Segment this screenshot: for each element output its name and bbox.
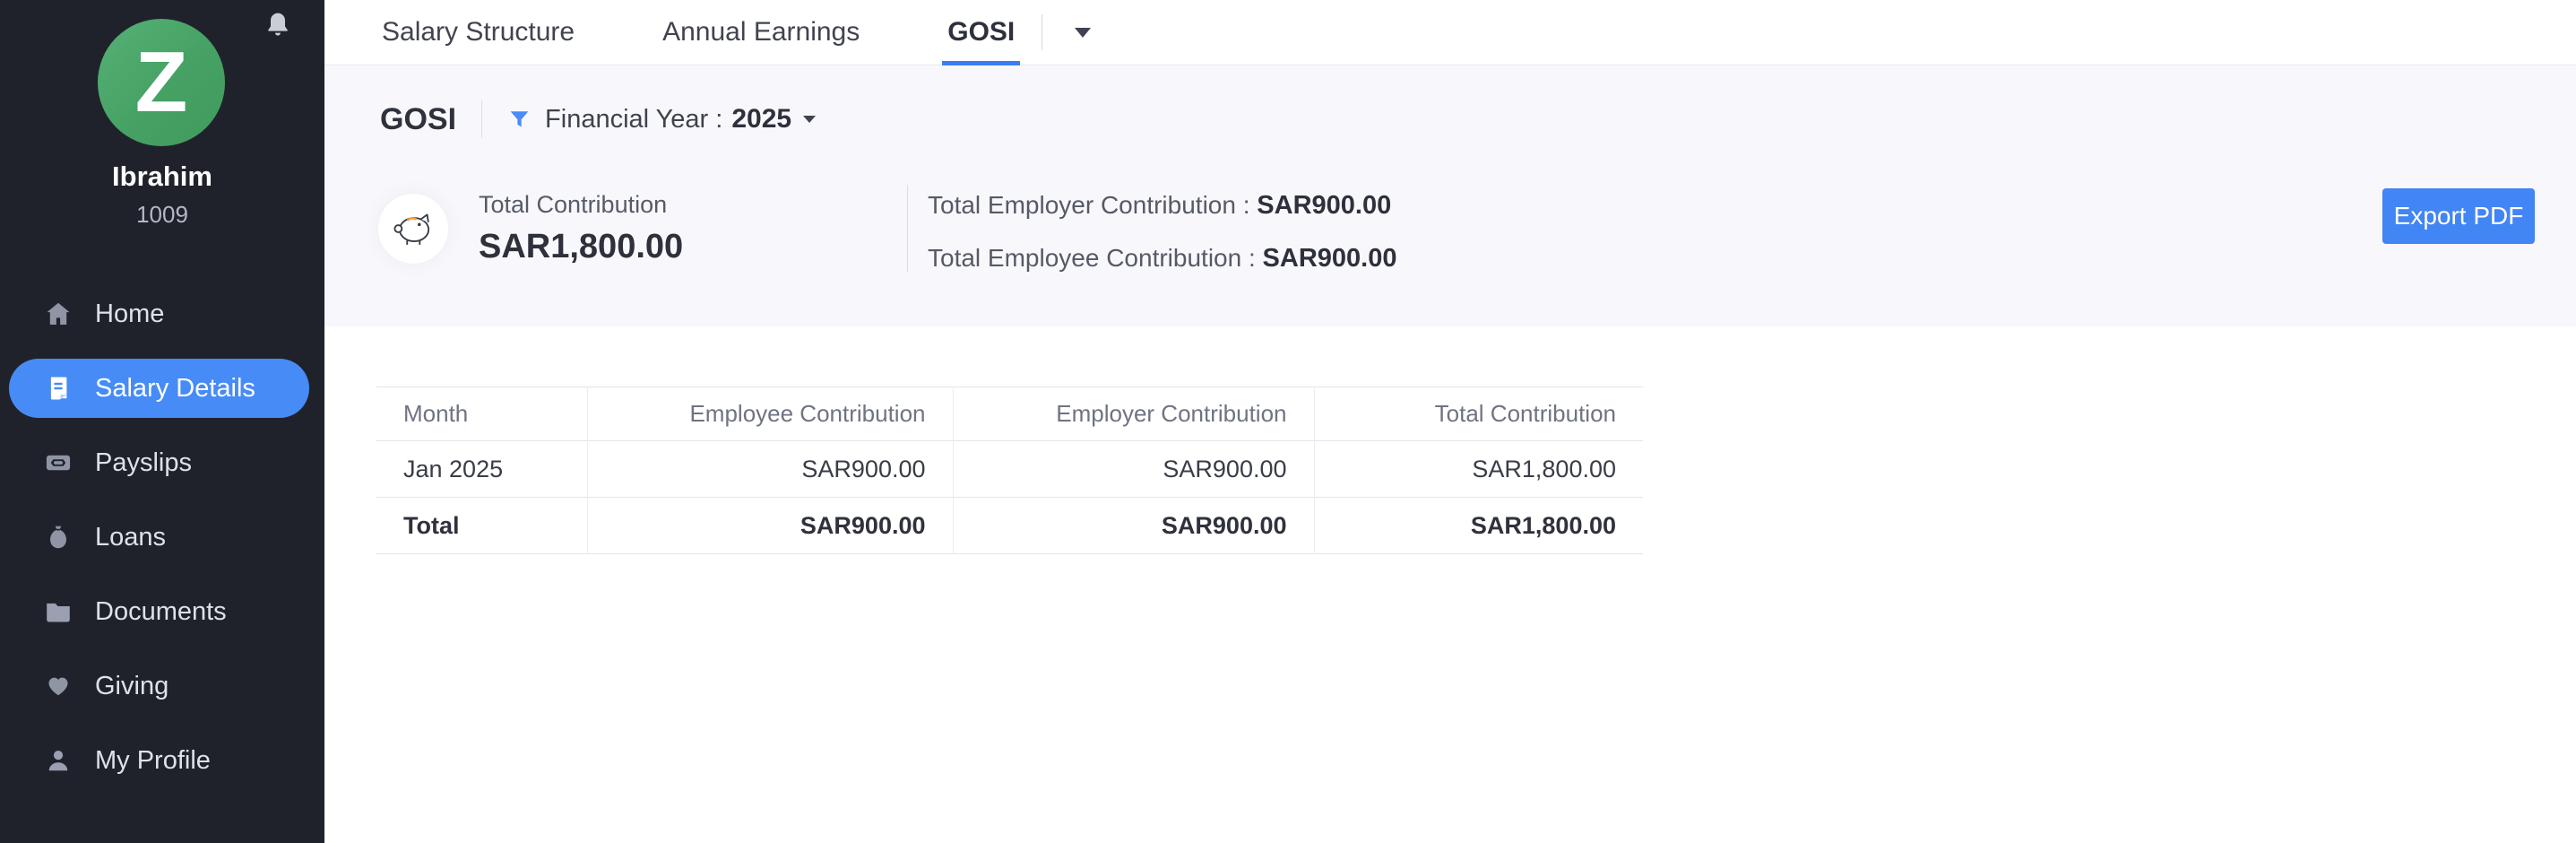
employer-contribution-cell: SAR900.00 [953,440,1315,498]
contribution-breakdown: Total Employer Contribution : SAR900.00 … [928,191,1396,274]
giving-heart-icon [43,671,73,701]
home-icon [43,299,73,329]
month-cell: Jan 2025 [376,440,588,498]
my-profile-person-icon [43,745,73,776]
sidebar-item-loans[interactable]: Loans [9,508,309,567]
filter-label: Financial Year : [545,104,723,134]
employee-contribution-total-cell: SAR900.00 [587,497,954,554]
employee-contribution-line: Total Employee Contribution : SAR900.00 [928,244,1396,274]
active-tab-underline [942,61,1021,65]
sidebar-item-giving[interactable]: Giving [9,656,309,716]
notifications-bell-icon[interactable] [264,11,292,39]
tab-label: GOSI [947,17,1016,47]
employee-id: 1009 [136,201,188,228]
tab-bar: Salary Structure Annual Earnings GOSI [324,0,2576,65]
table-row: Jan 2025 SAR900.00 SAR900.00 SAR1,800.00 [376,440,1643,498]
export-pdf-button[interactable]: Export PDF [2382,188,2535,244]
sidebar-item-label: Payslips [95,448,192,477]
sidebar-item-label: My Profile [95,745,211,775]
gosi-contributions-table: Month Employee Contribution Employer Con… [376,387,1643,554]
filter-funnel-icon [507,108,532,132]
loans-icon [43,522,73,552]
column-header-total-contribution: Total Contribution [1434,400,1616,427]
main-content: Salary Structure Annual Earnings GOSI GO… [324,0,2576,843]
documents-folder-icon [43,596,73,627]
sidebar-item-home[interactable]: Home [9,284,309,343]
sidebar-item-label: Home [95,299,165,328]
tab-label: Salary Structure [382,17,575,47]
summary-divider [907,185,908,272]
sidebar-item-label: Salary Details [95,373,255,403]
table-total-row: Total SAR900.00 SAR900.00 SAR1,800.00 [376,497,1643,554]
avatar-letter: Z [134,34,188,130]
total-contribution-total-cell: SAR1,800.00 [1470,511,1616,539]
sidebar-item-label: Documents [95,596,227,626]
avatar[interactable]: Z [98,19,225,146]
salary-details-icon [43,373,73,404]
total-contribution-label: Total Contribution [479,191,668,218]
sidebar-item-documents[interactable]: Documents [9,582,309,641]
column-header-employer-contribution: Employer Contribution [953,387,1315,441]
total-contribution-card: Total Contribution SAR1,800.00 [378,191,683,266]
total-label-cell: Total [376,497,588,554]
employer-contribution-line: Total Employer Contribution : SAR900.00 [928,191,1396,221]
piggy-bank-icon [378,194,448,264]
page-title: GOSI [380,101,457,136]
tab-gosi[interactable]: GOSI [942,0,1021,65]
sidebar-item-label: Loans [95,522,167,552]
sidebar: Z Ibrahim 1009 Home Sal [0,0,324,843]
sidebar-item-my-profile[interactable]: My Profile [9,731,309,790]
column-header-employee-contribution: Employee Contribution [587,387,954,441]
filter-value: 2025 [731,104,792,134]
sidebar-item-payslips[interactable]: Payslips [9,433,309,492]
employer-contribution-label: Total Employer Contribution : [928,191,1258,219]
user-name: Ibrahim [112,161,212,192]
total-contribution-cell: SAR1,800.00 [1472,455,1616,482]
sidebar-nav: Home Salary Details [0,284,324,805]
tab-salary-structure[interactable]: Salary Structure [376,0,580,65]
tab-label: Annual Earnings [662,17,860,47]
chevron-down-icon [1075,27,1092,38]
page-head: GOSI Financial Year : 2025 [380,94,817,144]
financial-year-filter[interactable]: Financial Year : 2025 [507,104,817,135]
table-header-row: Month Employee Contribution Employer Con… [376,387,1643,441]
employee-contribution-cell: SAR900.00 [587,440,954,498]
sidebar-item-label: Giving [95,671,169,700]
employee-contribution-label: Total Employee Contribution : [928,244,1263,272]
employer-contribution-value: SAR900.00 [1257,191,1392,220]
tabs-overflow-menu[interactable] [1068,21,1098,45]
tab-annual-earnings[interactable]: Annual Earnings [657,0,865,65]
sidebar-item-salary-details[interactable]: Salary Details [9,359,309,418]
head-divider [481,100,483,138]
chevron-down-icon [803,116,817,123]
column-header-month: Month [376,387,588,441]
employee-contribution-value: SAR900.00 [1262,244,1397,273]
gosi-summary-section: GOSI Financial Year : 2025 [324,65,2576,326]
employer-contribution-total-cell: SAR900.00 [953,497,1315,554]
payslips-icon [43,448,73,478]
total-contribution-value: SAR1,800.00 [479,228,684,265]
